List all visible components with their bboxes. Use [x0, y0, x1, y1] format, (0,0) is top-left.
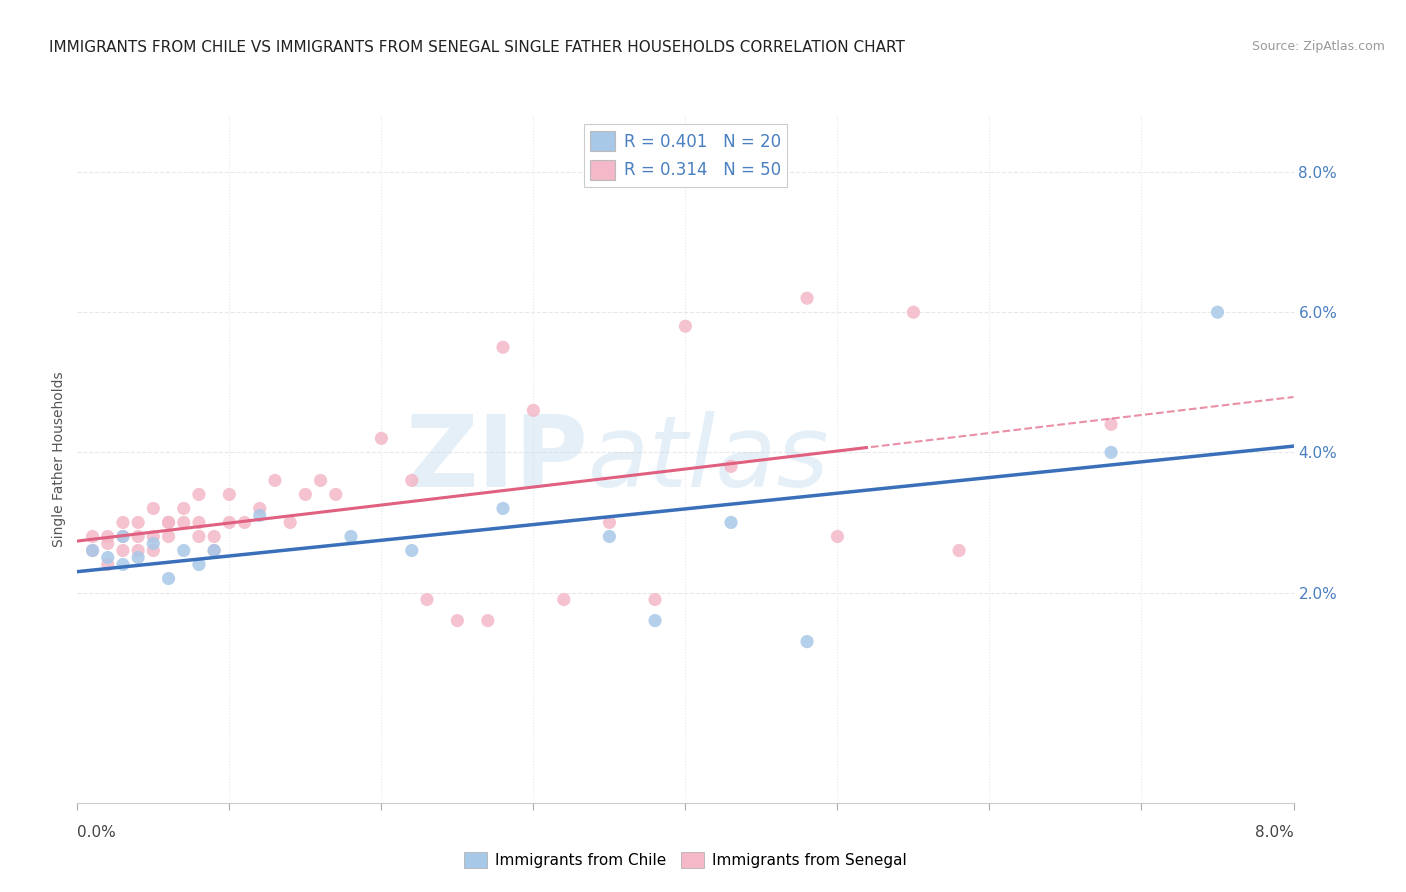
Point [1206, 305, 1229, 319]
Point [948, 543, 970, 558]
Point [370, 431, 392, 445]
Point [1099, 417, 1122, 432]
Point [401, 474, 423, 488]
Text: atlas: atlas [588, 411, 830, 508]
Legend: R = 0.401   N = 20, R = 0.314   N = 50: R = 0.401 N = 20, R = 0.314 N = 50 [583, 124, 787, 186]
Point [173, 543, 195, 558]
Point [416, 592, 439, 607]
Point [127, 550, 149, 565]
Point [142, 501, 165, 516]
Point [598, 516, 620, 530]
Point [598, 529, 620, 543]
Point [142, 529, 165, 543]
Text: 8.0%: 8.0% [1254, 825, 1294, 840]
Point [278, 516, 301, 530]
Point [142, 536, 165, 550]
Point [157, 516, 180, 530]
Point [97, 558, 120, 572]
Point [188, 558, 211, 572]
Point [720, 516, 742, 530]
Point [157, 529, 180, 543]
Point [492, 501, 515, 516]
Point [111, 529, 134, 543]
Point [477, 614, 499, 628]
Point [173, 501, 195, 516]
Point [202, 543, 225, 558]
Point [401, 543, 423, 558]
Point [796, 291, 818, 305]
Point [142, 543, 165, 558]
Point [218, 487, 240, 501]
Point [111, 558, 134, 572]
Point [903, 305, 925, 319]
Point [340, 529, 363, 543]
Point [111, 529, 134, 543]
Point [82, 529, 104, 543]
Point [218, 516, 240, 530]
Text: Source: ZipAtlas.com: Source: ZipAtlas.com [1251, 40, 1385, 54]
Point [644, 592, 666, 607]
Point [127, 529, 149, 543]
Point [492, 340, 515, 354]
Point [309, 474, 332, 488]
Point [127, 516, 149, 530]
Point [188, 516, 211, 530]
Point [97, 550, 120, 565]
Point [522, 403, 544, 417]
Point [188, 487, 211, 501]
Text: 0.0%: 0.0% [77, 825, 117, 840]
Point [264, 474, 287, 488]
Point [675, 319, 697, 334]
Point [553, 592, 575, 607]
Point [827, 529, 849, 543]
Point [82, 543, 104, 558]
Point [325, 487, 347, 501]
Point [796, 634, 818, 648]
Text: IMMIGRANTS FROM CHILE VS IMMIGRANTS FROM SENEGAL SINGLE FATHER HOUSEHOLDS CORREL: IMMIGRANTS FROM CHILE VS IMMIGRANTS FROM… [49, 40, 905, 55]
Point [82, 543, 104, 558]
Point [249, 501, 271, 516]
Point [111, 516, 134, 530]
Point [294, 487, 316, 501]
Point [202, 529, 225, 543]
Point [157, 516, 180, 530]
Point [202, 543, 225, 558]
Point [188, 529, 211, 543]
Point [249, 508, 271, 523]
Point [446, 614, 468, 628]
Point [111, 543, 134, 558]
Point [173, 516, 195, 530]
Point [127, 543, 149, 558]
Point [1099, 445, 1122, 459]
Point [233, 516, 256, 530]
Text: ZIP: ZIP [405, 411, 588, 508]
Point [644, 614, 666, 628]
Point [97, 529, 120, 543]
Y-axis label: Single Father Households: Single Father Households [52, 372, 66, 547]
Point [720, 459, 742, 474]
Point [157, 572, 180, 586]
Point [97, 536, 120, 550]
